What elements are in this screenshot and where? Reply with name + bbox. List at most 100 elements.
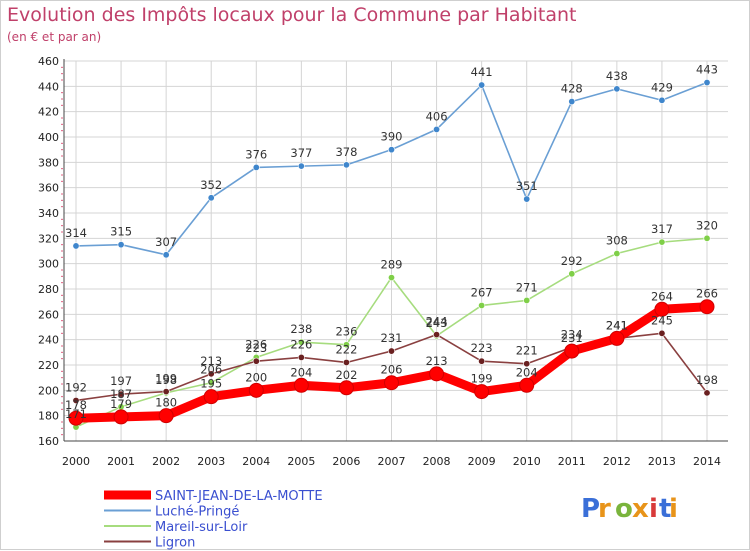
data-point [252, 357, 260, 365]
data-label: 178 [65, 398, 87, 412]
axes: 160 180 200 220 240 260 280 300 320 340 360 380 400 4… [38, 55, 728, 468]
x-tick-label: 2008 [423, 455, 451, 468]
y-tick-label: 180 [38, 410, 59, 423]
chart-subtitle: (en € et par an) [7, 30, 101, 44]
data-point [72, 396, 80, 404]
data-point [478, 357, 486, 365]
data-point [699, 299, 715, 315]
data-point [568, 98, 576, 106]
y-tick-label: 440 [38, 80, 59, 93]
data-label: 266 [696, 287, 718, 301]
data-label: 226 [290, 337, 312, 351]
y-tick-label: 400 [38, 131, 59, 144]
data-point [658, 329, 666, 337]
gridlines [64, 60, 728, 442]
data-point [523, 360, 531, 368]
data-point [297, 162, 305, 170]
x-tick-label: 2000 [62, 455, 90, 468]
data-point [658, 96, 666, 104]
y-tick-label: 260 [38, 308, 59, 321]
data-point [609, 330, 625, 346]
data-point [252, 163, 260, 171]
data-label: 199 [471, 372, 493, 386]
x-tick-label: 2005 [287, 455, 315, 468]
data-point [117, 390, 125, 398]
logo-letter: o [615, 494, 633, 524]
data-label: 187 [110, 387, 132, 401]
data-point [387, 146, 395, 154]
x-tick-label: 2001 [107, 455, 135, 468]
y-tick-label: 200 [38, 384, 59, 397]
data-point [342, 358, 350, 366]
data-label: 238 [290, 322, 312, 336]
legend-label: Luché-Pringé [155, 505, 239, 520]
data-label: 226 [245, 337, 267, 351]
data-label: 378 [335, 145, 357, 159]
data-point [72, 242, 80, 250]
data-label: 231 [561, 331, 583, 345]
data-point [342, 341, 350, 349]
x-tick-label: 2002 [152, 455, 180, 468]
x-tick-label: 2012 [603, 455, 631, 468]
data-label: 222 [335, 342, 357, 356]
data-label: 198 [155, 373, 177, 387]
data-point [519, 377, 535, 393]
legend-label: SAINT-JEAN-DE-LA-MOTTE [155, 489, 323, 504]
logo: Pr o x i ti [581, 494, 678, 524]
data-label: 206 [200, 363, 222, 377]
x-tick-label: 2007 [378, 455, 406, 468]
x-tick-label: 2009 [468, 455, 496, 468]
data-point [248, 382, 264, 398]
data-label: 406 [426, 109, 448, 123]
y-tick-label: 420 [38, 106, 59, 119]
data-point [387, 347, 395, 355]
data-label: 241 [606, 318, 628, 332]
data-label: 200 [245, 370, 267, 384]
legend: SAINT-JEAN-DE-LA-MOTTELuché-PringéMareil… [104, 489, 323, 551]
data-label: 377 [290, 146, 312, 160]
data-label: 197 [110, 374, 132, 388]
data-point [387, 274, 395, 282]
data-label: 204 [290, 365, 312, 379]
data-label: 223 [471, 341, 493, 355]
data-point [658, 238, 666, 246]
logo-letter: i [649, 494, 658, 524]
legend-label: Mareil-sur-Loir [155, 520, 248, 535]
data-label: 315 [110, 225, 132, 239]
data-label: 198 [696, 373, 718, 387]
data-point [207, 194, 215, 202]
y-tick-label: 360 [38, 182, 59, 195]
data-label: 443 [696, 63, 718, 77]
y-tick-label: 320 [38, 232, 59, 245]
y-tick-label: 240 [38, 334, 59, 347]
data-label: 195 [200, 377, 222, 391]
data-point [613, 250, 621, 258]
data-point [207, 370, 215, 378]
legend-label: Ligron [155, 536, 195, 551]
data-label: 351 [516, 179, 538, 193]
data-point [433, 125, 441, 133]
data-label: 243 [426, 316, 448, 330]
data-point [568, 270, 576, 278]
y-tick-label: 160 [38, 435, 59, 448]
data-point [703, 234, 711, 242]
series-lines [68, 79, 715, 431]
data-label: 317 [651, 222, 673, 236]
data-label: 441 [471, 65, 493, 79]
data-label: 428 [561, 82, 583, 96]
data-point [384, 375, 399, 391]
y-tick-label: 460 [38, 55, 59, 68]
data-label: 171 [65, 407, 87, 421]
logo-letter: r [598, 494, 611, 524]
data-point [117, 241, 125, 249]
data-label: 234 [561, 327, 583, 341]
y-tick-label: 280 [38, 283, 59, 296]
data-point [162, 388, 170, 396]
data-label: 267 [471, 285, 493, 299]
data-point [68, 410, 84, 426]
data-label: 213 [200, 354, 222, 368]
x-tick-label: 2014 [693, 455, 721, 468]
data-point [158, 408, 174, 424]
